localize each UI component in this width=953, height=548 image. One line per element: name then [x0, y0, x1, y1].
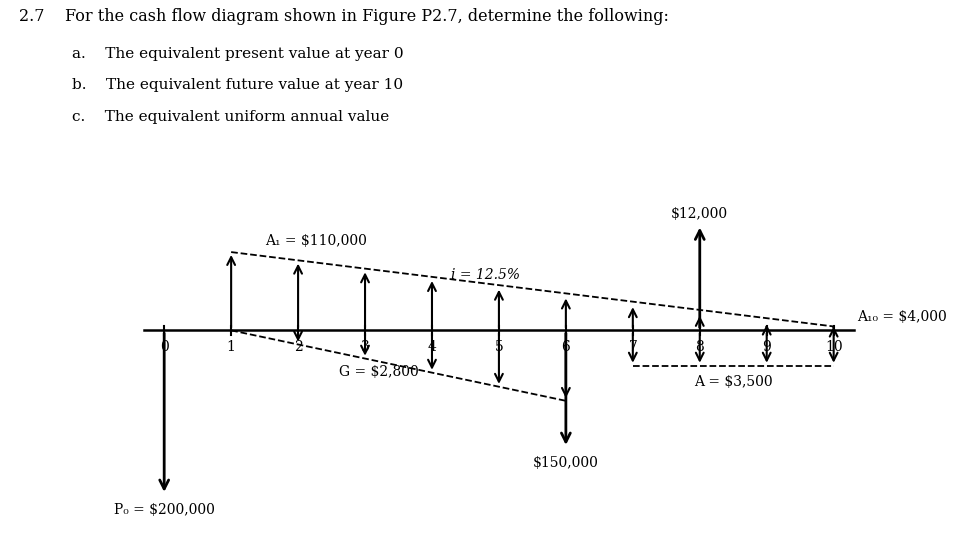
Text: 2.7    For the cash flow diagram shown in Figure P2.7, determine the following:: 2.7 For the cash flow diagram shown in F…	[19, 8, 668, 25]
Text: i = 12.5%: i = 12.5%	[451, 268, 519, 282]
Text: a.    The equivalent present value at year 0: a. The equivalent present value at year …	[71, 47, 403, 61]
Text: b.    The equivalent future value at year 10: b. The equivalent future value at year 1…	[71, 78, 402, 92]
Text: 6: 6	[561, 340, 570, 354]
Text: A = $3,500: A = $3,500	[693, 375, 772, 389]
Text: $150,000: $150,000	[533, 455, 598, 470]
Text: 7: 7	[628, 340, 637, 354]
Text: 0: 0	[160, 340, 169, 354]
Text: 4: 4	[427, 340, 436, 354]
Text: 5: 5	[494, 340, 503, 354]
Text: P₀ = $200,000: P₀ = $200,000	[113, 503, 214, 517]
Text: c.    The equivalent uniform annual value: c. The equivalent uniform annual value	[71, 110, 389, 124]
Text: 8: 8	[695, 340, 703, 354]
Text: G = $2,800: G = $2,800	[338, 365, 417, 379]
Text: 9: 9	[761, 340, 770, 354]
Text: 1: 1	[227, 340, 235, 354]
Text: 2: 2	[294, 340, 302, 354]
Text: $12,000: $12,000	[671, 207, 727, 221]
Text: 10: 10	[824, 340, 841, 354]
Text: 3: 3	[360, 340, 369, 354]
Text: A₁₀ = $4,000: A₁₀ = $4,000	[856, 310, 945, 324]
Text: A₁ = $110,000: A₁ = $110,000	[264, 234, 366, 248]
